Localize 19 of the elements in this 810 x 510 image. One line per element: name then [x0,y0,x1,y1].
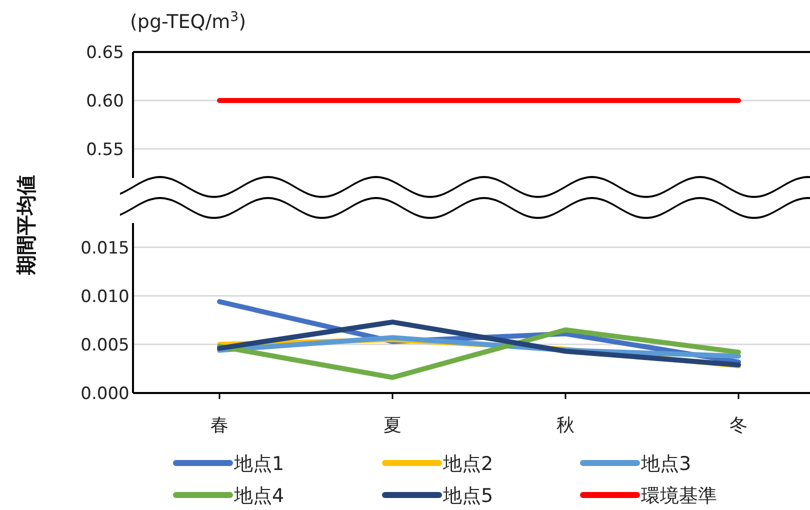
legend-label: 地点4 [233,485,284,507]
y-axis-title: (pg-TEQ/m$^{3}$) [130,10,246,33]
y-tick-label: 0.005 [80,335,130,356]
y-tick-label: 0.65 [86,43,124,63]
y-tick-label: 0.010 [80,286,130,307]
legend-label: 地点3 [640,453,692,475]
x-tick-label: 冬 [730,415,748,436]
x-tick-label: 夏 [384,415,402,436]
legend-label: 地点1 [233,453,284,475]
x-tick-label: 春 [210,415,228,436]
y-tick-label: 0.60 [86,91,124,112]
legend-label: 地点5 [442,485,494,507]
legend-label: 地点2 [442,453,494,475]
x-tick-label: 秋 [556,415,574,436]
y-tick-label: 0.000 [80,384,130,404]
y-tick-label: 0.55 [86,140,124,160]
y-axis-title: 期間平均値 [14,175,38,276]
y-tick-label: 0.015 [80,238,130,258]
legend-label: 環境基準 [641,485,717,507]
